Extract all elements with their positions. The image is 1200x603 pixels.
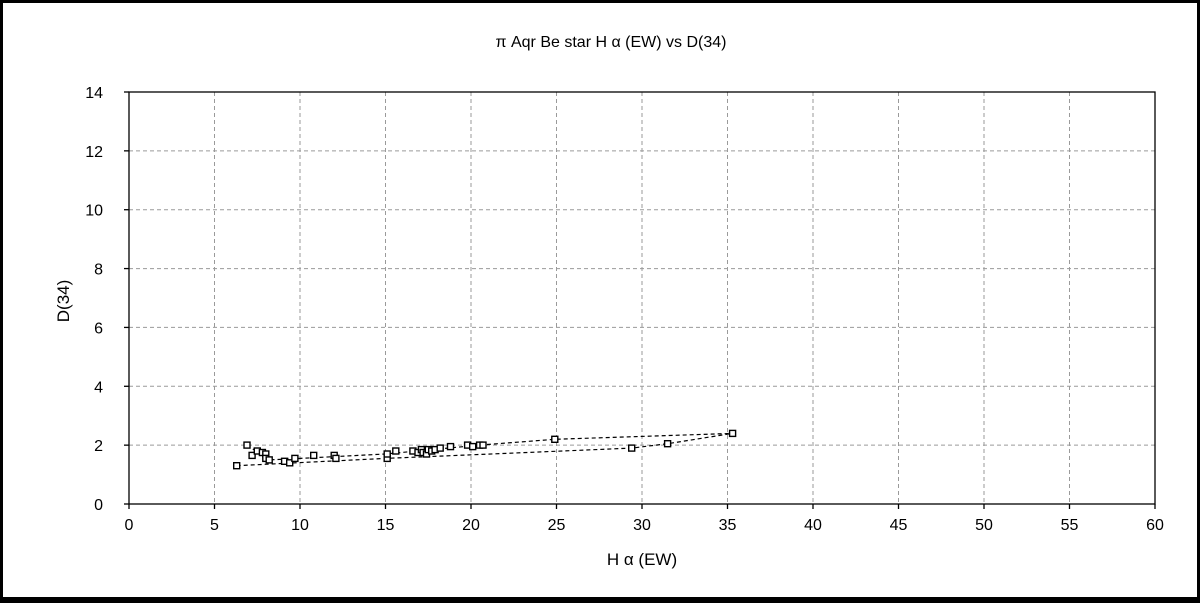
x-tick-label: 40	[804, 517, 822, 534]
data-point	[551, 435, 559, 443]
data-point	[248, 451, 256, 460]
trendline	[236, 432, 733, 467]
data-point	[243, 441, 251, 449]
data-point	[383, 450, 391, 458]
x-tick-label: 55	[1061, 517, 1079, 534]
x-tick-label: 0	[125, 517, 134, 534]
y-axis-ticks: 0 2 4 6 8 10 12 14	[85, 85, 129, 514]
data-point	[628, 444, 636, 452]
x-tick-label: 30	[633, 517, 651, 534]
data-point	[436, 444, 444, 452]
data-point	[291, 454, 299, 463]
data-point	[469, 442, 477, 451]
x-tick-label: 15	[377, 517, 395, 534]
scatter-chart: π Aqr Be star H α (EW) vs D(34) 0 5 10 15 20…	[54, 34, 1164, 569]
y-tick-label: 6	[94, 320, 103, 337]
data-point	[663, 440, 672, 448]
y-tick-label: 14	[85, 85, 103, 102]
y-tick-label: 8	[94, 262, 103, 279]
trendlines	[236, 432, 733, 467]
y-tick-label: 0	[94, 497, 103, 514]
data-point	[446, 442, 455, 451]
chart-title: π Aqr Be star H α (EW) vs D(34)	[496, 34, 727, 51]
grid	[129, 92, 1155, 504]
y-tick-label: 4	[94, 379, 103, 396]
data-point	[728, 429, 737, 438]
y-tick-label: 10	[85, 203, 103, 220]
data-point	[392, 447, 400, 455]
data-point	[479, 441, 487, 449]
y-tick-label: 2	[94, 438, 103, 455]
x-tick-label: 5	[210, 517, 219, 534]
data-points	[232, 429, 737, 470]
x-tick-label: 20	[462, 517, 480, 534]
x-axis-ticks: 0 5 10 15 20 25 30 35 40 45 50 55 60	[125, 504, 1164, 534]
y-tick-label: 12	[85, 144, 103, 161]
x-tick-label: 60	[1146, 517, 1164, 534]
data-point	[265, 456, 273, 464]
data-point	[232, 462, 241, 470]
data-point	[286, 459, 294, 467]
x-tick-label: 45	[890, 517, 908, 534]
x-tick-label: 35	[719, 517, 737, 534]
x-tick-label: 10	[291, 517, 309, 534]
data-point	[332, 454, 340, 463]
x-axis-label: H α (EW)	[607, 550, 677, 569]
trendline	[246, 432, 733, 461]
x-tick-label: 25	[548, 517, 566, 534]
y-axis-label: D(34)	[54, 280, 73, 323]
data-point	[310, 451, 318, 460]
x-tick-label: 50	[975, 517, 993, 534]
